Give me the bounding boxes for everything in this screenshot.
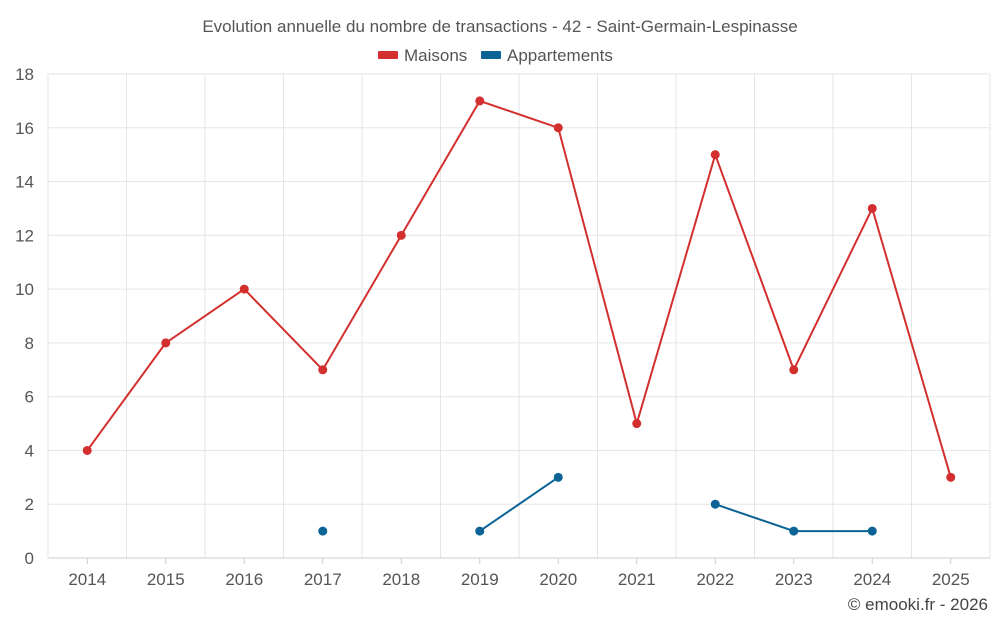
data-point-maisons[interactable] [946, 472, 956, 482]
x-tick-label: 2023 [775, 570, 813, 589]
legend: Maisons Appartements [378, 46, 613, 65]
legend-swatch-appartements [481, 51, 501, 59]
legend-label-appartements: Appartements [507, 46, 613, 65]
y-tick-label: 2 [25, 495, 34, 514]
data-point-appartements[interactable] [318, 526, 328, 536]
x-tick-label: 2016 [225, 570, 263, 589]
series-maisons [82, 96, 956, 482]
data-point-appartements[interactable] [789, 526, 799, 536]
data-point-appartements[interactable] [553, 472, 563, 482]
x-tick-label: 2021 [618, 570, 656, 589]
data-point-maisons[interactable] [318, 365, 328, 375]
x-tick-label: 2014 [68, 570, 106, 589]
data-point-maisons[interactable] [867, 203, 877, 213]
x-tick-label: 2019 [461, 570, 499, 589]
x-tick-label: 2017 [304, 570, 342, 589]
legend-item-appartements[interactable]: Appartements [481, 46, 613, 65]
y-tick-label: 18 [15, 65, 34, 84]
series-appartements [318, 472, 877, 536]
data-point-maisons[interactable] [82, 445, 92, 455]
y-tick-label: 16 [15, 119, 34, 138]
series [82, 96, 956, 536]
legend-swatch-maisons [378, 51, 398, 59]
y-tick-label: 0 [25, 549, 34, 568]
chart-title: Evolution annuelle du nombre de transact… [202, 17, 797, 36]
legend-item-maisons[interactable]: Maisons [378, 46, 467, 65]
y-tick-label: 12 [15, 226, 34, 245]
data-point-maisons[interactable] [553, 123, 563, 133]
data-point-appartements[interactable] [710, 499, 720, 509]
y-tick-label: 10 [15, 280, 34, 299]
axes: 0 2 4 6 8 10 12 14 16 18 2014 2015 2016 2017 2018 2019 2… [15, 65, 990, 589]
data-point-maisons[interactable] [475, 96, 485, 106]
y-tick-label: 8 [25, 334, 34, 353]
data-point-maisons[interactable] [789, 365, 799, 375]
series-line-maisons [86, 99, 952, 478]
y-tick-label: 6 [25, 388, 34, 407]
x-tick-label: 2015 [147, 570, 185, 589]
data-point-maisons[interactable] [710, 150, 720, 160]
grid [47, 73, 991, 558]
y-tick-label: 14 [15, 173, 34, 192]
x-tick-label: 2024 [853, 570, 891, 589]
data-point-maisons[interactable] [632, 419, 642, 429]
legend-label-maisons: Maisons [404, 46, 467, 65]
series-line-appartements [479, 476, 559, 532]
x-tick-label: 2018 [382, 570, 420, 589]
credit-text: © emooki.fr - 2026 [848, 595, 988, 614]
data-point-maisons[interactable] [396, 230, 406, 240]
y-tick-label: 4 [25, 441, 34, 460]
data-point-maisons[interactable] [239, 284, 249, 294]
data-point-maisons[interactable] [161, 338, 171, 348]
x-tick-label: 2025 [932, 570, 970, 589]
data-point-appartements[interactable] [475, 526, 485, 536]
x-tick-label: 2022 [696, 570, 734, 589]
data-point-appartements[interactable] [867, 526, 877, 536]
x-tick-label: 2020 [539, 570, 577, 589]
